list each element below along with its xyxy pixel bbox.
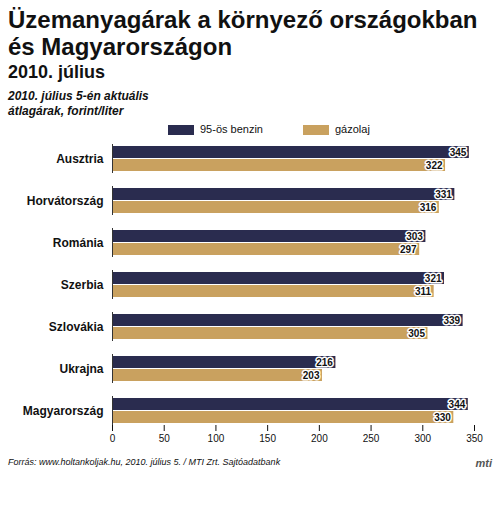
- svg-text:344: 344: [449, 399, 466, 410]
- svg-text:303: 303: [406, 231, 423, 242]
- svg-text:Szerbia: Szerbia: [61, 278, 104, 292]
- svg-text:150: 150: [259, 433, 276, 444]
- svg-text:250: 250: [363, 433, 380, 444]
- html-text:2010. július: 2010. július: [8, 62, 106, 82]
- html-text:mti: mti: [475, 457, 492, 470]
- svg-text:216: 216: [316, 357, 333, 368]
- html-text:2010. július 5-én aktuális átl: 2010. július 5-én aktuális átlagárak, fo…: [8, 89, 149, 118]
- svg-text:350: 350: [466, 433, 483, 444]
- svg-text:Románia: Románia: [53, 236, 104, 250]
- html-text:Forrás: www.holtankoljak.hu, 2: Forrás: www.holtankoljak.hu, 2010. júliu…: [8, 457, 281, 468]
- svg-text:Horvátország: Horvátország: [27, 194, 104, 208]
- svg-text:50: 50: [159, 433, 171, 444]
- svg-text:321: 321: [425, 273, 442, 284]
- html-text:Üzemanyagárak a környező orszá: Üzemanyagárak a környező országokban és …: [8, 6, 478, 60]
- svg-text:305: 305: [408, 328, 425, 339]
- svg-text:300: 300: [414, 433, 431, 444]
- svg-text:Magyarország: Magyarország: [23, 404, 104, 418]
- html-text:95-ös benzin: 95-ös benzin: [200, 123, 263, 135]
- svg-text:330: 330: [434, 412, 451, 423]
- svg-text:0: 0: [110, 433, 116, 444]
- svg-text:Szlovákia: Szlovákia: [49, 320, 104, 334]
- svg-text:297: 297: [400, 244, 417, 255]
- svg-text:Ausztria: Ausztria: [56, 152, 104, 166]
- svg-text:322: 322: [426, 160, 443, 171]
- svg-text:339: 339: [443, 315, 460, 326]
- svg-text:Ukrajna: Ukrajna: [59, 362, 103, 376]
- svg-text:203: 203: [303, 370, 320, 381]
- svg-text:331: 331: [435, 189, 452, 200]
- svg-text:311: 311: [415, 286, 432, 297]
- svg-text:100: 100: [208, 433, 225, 444]
- svg-text:316: 316: [420, 202, 437, 213]
- svg-text:345: 345: [450, 147, 467, 158]
- html-text:gázolaj: gázolaj: [335, 123, 370, 135]
- svg-text:200: 200: [311, 433, 328, 444]
